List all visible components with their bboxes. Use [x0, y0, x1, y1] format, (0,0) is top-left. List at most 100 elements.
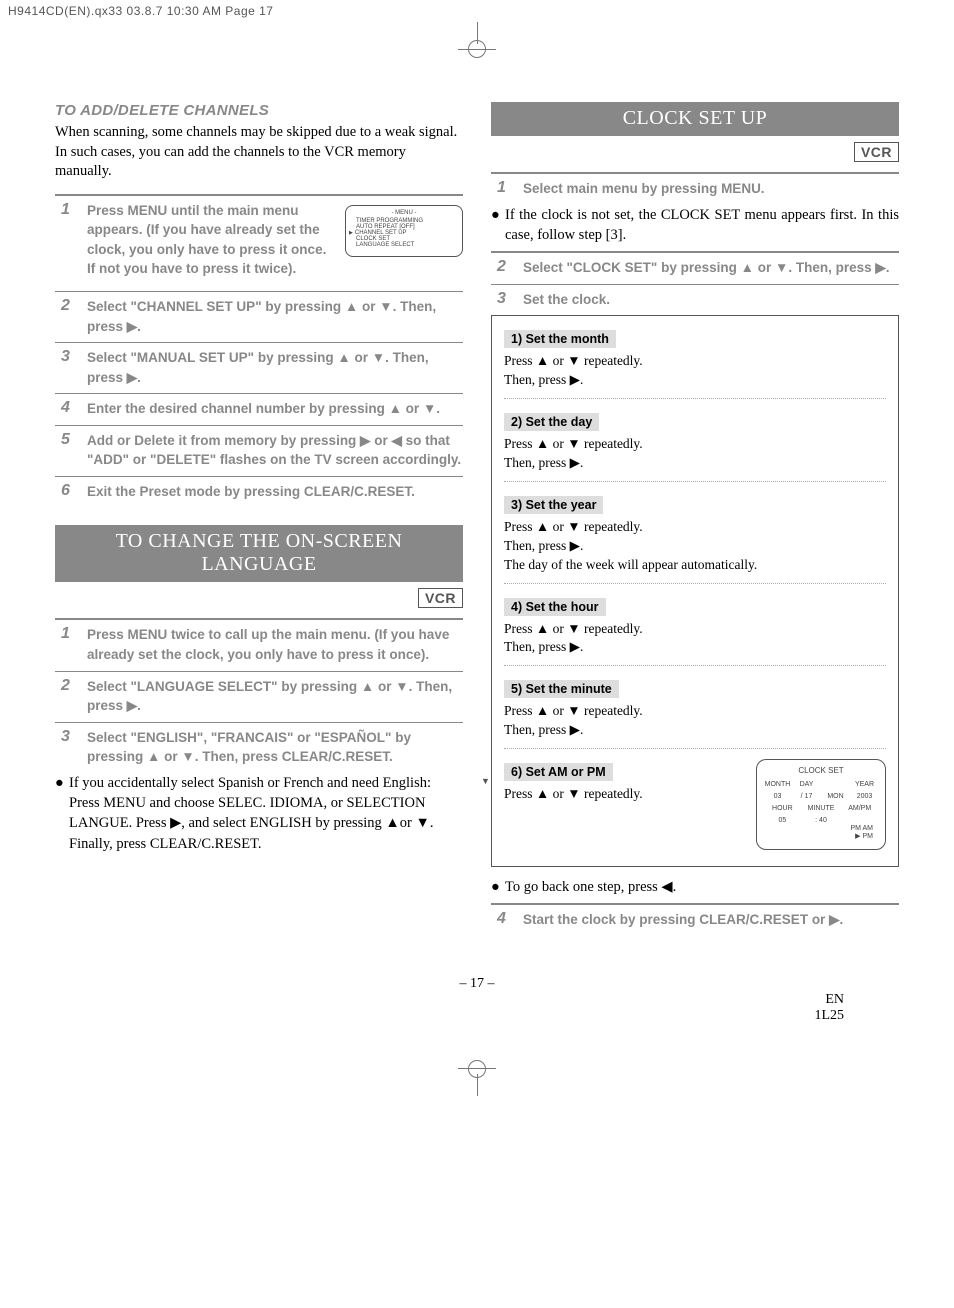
- sub-heading: 3) Set the year: [504, 496, 603, 514]
- step-text: Select "CLOCK SET" by pressing ▲ or ▼. T…: [523, 258, 899, 278]
- note-bullet: ● If you accidentally select Spanish or …: [55, 773, 463, 854]
- step-row: 3 Set the clock.: [491, 290, 899, 310]
- dotted-divider: [504, 583, 886, 584]
- step-number: 2: [55, 677, 77, 716]
- divider: [55, 194, 463, 196]
- sub-body: Press ▲ or ▼ repeatedly. Then, press ▶.: [504, 702, 886, 740]
- section-banner-clock: CLOCK SET UP: [491, 102, 899, 136]
- menu-title: - MENU -: [346, 210, 462, 216]
- clock-value: MON: [821, 793, 850, 801]
- clock-set-box: 1) Set the month Press ▲ or ▼ repeatedly…: [491, 315, 899, 866]
- vcr-tag: VCR: [854, 142, 899, 162]
- right-column: CLOCK SET UP VCR 1 Select main menu by p…: [491, 102, 899, 936]
- sub-heading: 6) Set AM or PM: [504, 763, 613, 781]
- clock-display-panel: CLOCK SET MONTH DAY YEAR 03 / 17 MON 200…: [756, 759, 886, 850]
- sub-heading: 1) Set the month: [504, 330, 616, 348]
- divider: [55, 425, 463, 426]
- intro-text: When scanning, some channels may be skip…: [55, 123, 463, 182]
- step-number: 2: [491, 258, 513, 278]
- clock-label: DAY: [792, 781, 821, 789]
- dotted-divider: [504, 748, 886, 749]
- step-row: 3 Select "MANUAL SET UP" by pressing ▲ o…: [55, 348, 463, 387]
- section-banner-language: TO CHANGE THE ON-SCREEN LANGUAGE: [55, 525, 463, 582]
- vcr-tag: VCR: [418, 588, 463, 608]
- divider: [55, 722, 463, 723]
- divider: [55, 476, 463, 477]
- clock-value: 2003: [850, 793, 879, 801]
- crop-marks-top: [0, 22, 954, 62]
- clock-value: / 17: [792, 793, 821, 801]
- step-text: Press MENU until the main menu appears. …: [87, 201, 335, 279]
- clock-ampm: ▶ PM: [763, 833, 879, 841]
- step-text: Press MENU twice to call up the main men…: [87, 625, 463, 664]
- section-heading-add-delete: TO ADD/DELETE CHANNELS: [55, 102, 463, 119]
- bullet-dot: ●: [55, 773, 69, 854]
- step-text: Add or Delete it from memory by pressing…: [87, 431, 463, 470]
- print-header: H9414CD(EN).qx33 03.8.7 10:30 AM Page 17: [0, 0, 954, 22]
- left-column: TO ADD/DELETE CHANNELS When scanning, so…: [55, 102, 463, 936]
- bullet-dot: ●: [491, 205, 505, 246]
- dotted-divider: [504, 481, 886, 482]
- divider: [491, 172, 899, 174]
- clock-panel-title: CLOCK SET: [763, 766, 879, 775]
- clock-value: : 40: [802, 817, 841, 825]
- footer-en: EN: [825, 992, 844, 1007]
- bullet-dot: ●: [491, 877, 505, 897]
- step-row: 4 Start the clock by pressing CLEAR/C.RE…: [491, 910, 899, 930]
- divider: [55, 671, 463, 672]
- clock-value: [840, 817, 879, 825]
- clock-label: HOUR: [763, 805, 802, 813]
- step-number: 2: [55, 297, 77, 336]
- clock-row-values: 05 : 40: [763, 817, 879, 825]
- note-text: If the clock is not set, the CLOCK SET m…: [505, 205, 899, 246]
- step-row: 2 Select "CHANNEL SET UP" by pressing ▲ …: [55, 297, 463, 336]
- divider: [55, 291, 463, 292]
- clock-row-labels: MONTH DAY YEAR: [763, 781, 879, 789]
- step-text: Exit the Preset mode by pressing CLEAR/C…: [87, 482, 463, 502]
- clock-label: MONTH: [763, 781, 792, 789]
- note-bullet: ● If the clock is not set, the CLOCK SET…: [491, 205, 899, 246]
- step-number: 3: [491, 290, 513, 310]
- clock-label: MINUTE: [802, 805, 841, 813]
- clock-value: 03: [763, 793, 792, 801]
- step-number: 1: [55, 201, 77, 279]
- divider: [491, 284, 899, 285]
- step-text: Select "MANUAL SET UP" by pressing ▲ or …: [87, 348, 463, 387]
- step-row: 4 Enter the desired channel number by pr…: [55, 399, 463, 419]
- step-number: 5: [55, 431, 77, 470]
- clock-row-values: 03 / 17 MON 2003: [763, 793, 879, 801]
- divider: [55, 618, 463, 620]
- step-row: 5 Add or Delete it from memory by pressi…: [55, 431, 463, 470]
- divider: [55, 342, 463, 343]
- clock-label: AM/PM: [840, 805, 879, 813]
- note-text: If you accidentally select Spanish or Fr…: [69, 773, 463, 854]
- step-text: Set the clock.: [523, 290, 899, 310]
- step-number: 3: [55, 348, 77, 387]
- clock-value: 05: [763, 817, 802, 825]
- footer-code: 1L25: [814, 1008, 844, 1023]
- sub-heading: 5) Set the minute: [504, 680, 619, 698]
- dotted-divider: [504, 398, 886, 399]
- step-number: 1: [491, 179, 513, 199]
- note-text: To go back one step, press ◀.: [505, 877, 899, 897]
- footer-right: EN 1L25: [814, 992, 844, 1026]
- sub-body: Press ▲ or ▼ repeatedly. Then, press ▶.: [504, 352, 886, 390]
- step-text: Select "ENGLISH", "FRANCAIS" or "ESPAÑOL…: [87, 728, 463, 767]
- step-row: 1 Press MENU twice to call up the main m…: [55, 625, 463, 664]
- sub-heading: 2) Set the day: [504, 413, 599, 431]
- step-row: 2 Select "LANGUAGE SELECT" by pressing ▲…: [55, 677, 463, 716]
- crop-marks-bottom: [0, 1046, 954, 1096]
- step-text: Select main menu by pressing MENU.: [523, 179, 899, 199]
- sub-body: Press ▲ or ▼ repeatedly. Then, press ▶.: [504, 435, 886, 473]
- sub-heading: 4) Set the hour: [504, 598, 606, 616]
- divider: [491, 903, 899, 905]
- divider: [55, 393, 463, 394]
- step-text: Select "LANGUAGE SELECT" by pressing ▲ o…: [87, 677, 463, 716]
- step-number: 3: [55, 728, 77, 767]
- step-number: 4: [55, 399, 77, 419]
- clock-ampm: PM AM: [763, 825, 879, 833]
- step-row: 2 Select "CLOCK SET" by pressing ▲ or ▼.…: [491, 258, 899, 278]
- clock-label: YEAR: [850, 781, 879, 789]
- clock-label: [821, 781, 850, 789]
- page-number: – 17 –: [55, 976, 899, 992]
